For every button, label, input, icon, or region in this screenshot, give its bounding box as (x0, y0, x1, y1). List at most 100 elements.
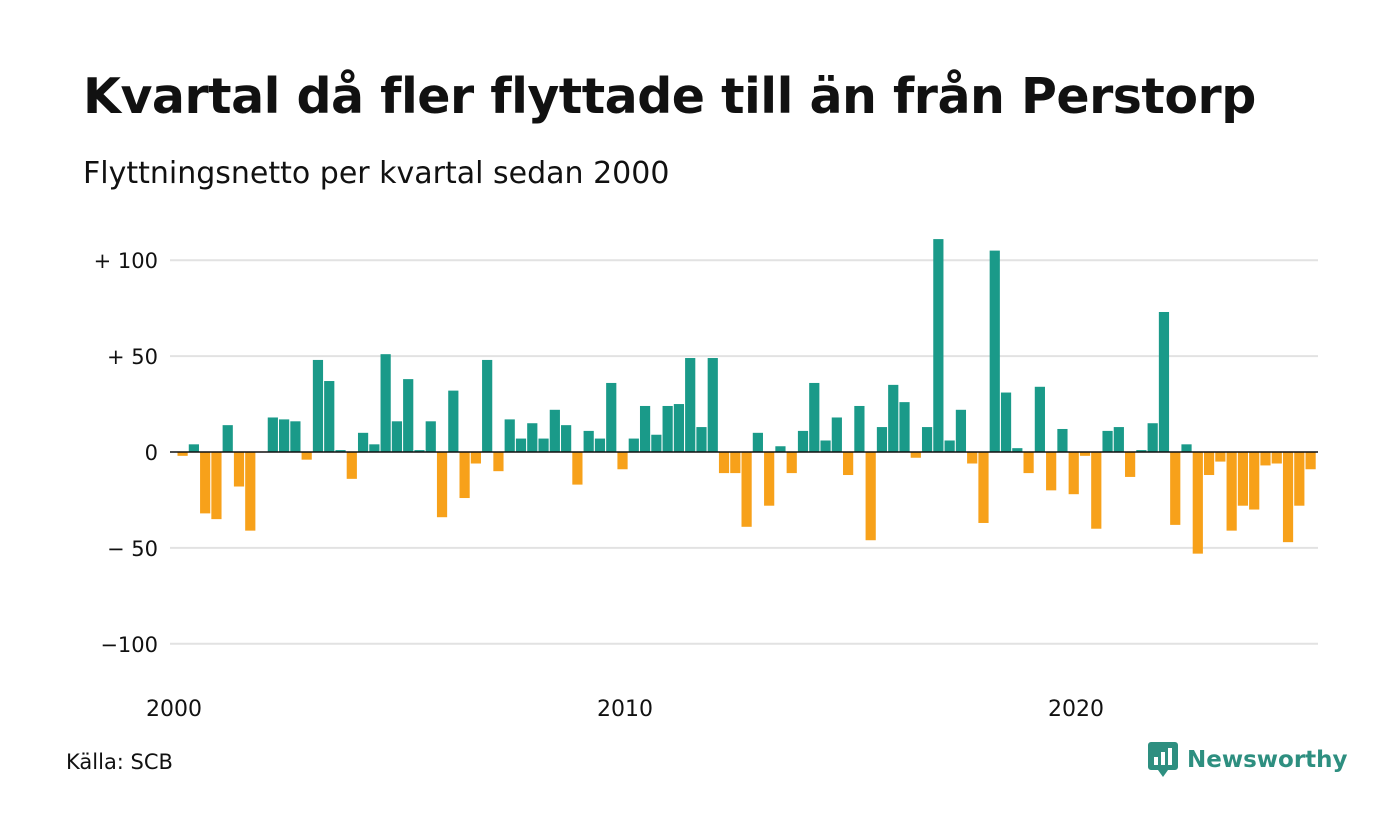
bar-2002-q4[interactable]: 2002 Q4: -4 (301, 452, 312, 460)
bar-2020-q2[interactable]: 2020 Q2: -40 (1091, 452, 1102, 529)
bar-2016-q3[interactable]: 2016 Q3: 13 (921, 427, 933, 452)
bar-2020-q3[interactable]: 2020 Q3: 11 (1102, 430, 1113, 452)
bar-2008-q2[interactable]: 2008 Q2: 22 (549, 409, 560, 452)
bar-2008-q4[interactable]: 2008 Q4: -17 (572, 452, 583, 485)
bar-2009-q4[interactable]: 2009 Q4: -9 (617, 452, 628, 470)
bar-2008-q3[interactable]: 2008 Q3: 14 (561, 425, 572, 452)
bar-2000-q4[interactable]: 2000 Q4: -35 (211, 452, 222, 520)
bar-2013-q1[interactable]: 2013 Q1: -28 (764, 452, 775, 506)
bar-2024-q1[interactable]: 2024 Q1: -7 (1260, 452, 1271, 466)
bar-2016-q1[interactable]: 2016 Q1: 26 (899, 402, 910, 452)
bar-2000-q2[interactable]: 2000 Q2: 4 (188, 444, 199, 452)
bar-2020-q4[interactable]: 2020 Q4: 13 (1113, 427, 1124, 452)
bar-2024-q4[interactable]: 2024 Q4: -28 (1294, 452, 1305, 506)
bar-2002-q2[interactable]: 2002 Q2: 17 (279, 419, 290, 452)
bar-2004-q3[interactable]: 2004 Q3: 51 (380, 354, 391, 452)
bar-2022-q4[interactable]: 2022 Q4: -12 (1203, 452, 1215, 476)
bar-2016-q4[interactable]: 2016 Q4: 111 (933, 239, 944, 452)
bar-2007-q2[interactable]: 2007 Q2: 17 (504, 419, 515, 452)
bar-2009-q1[interactable]: 2009 Q1: 11 (583, 430, 594, 452)
bar-2001-q3[interactable]: 2001 Q3: -41 (245, 452, 256, 531)
bar-2006-q1[interactable]: 2006 Q1: 32 (448, 390, 459, 452)
bar-2015-q2[interactable]: 2015 Q2: -46 (865, 452, 876, 541)
bar-2025-q1[interactable]: 2025 Q1: -9 (1305, 452, 1316, 470)
bar-2004-q1[interactable]: 2004 Q1: 10 (357, 432, 369, 452)
bar-2001-q2[interactable]: 2001 Q2: -18 (233, 452, 245, 487)
bar-2000-q1[interactable]: 2000 Q1: -2 (177, 452, 188, 456)
bar-2014-q4[interactable]: 2014 Q4: -12 (843, 452, 854, 476)
bar-2006-q3[interactable]: 2006 Q3: -6 (470, 452, 481, 464)
bar-2012-q4[interactable]: 2012 Q4: 10 (752, 432, 763, 452)
bar-2019-q4[interactable]: 2019 Q4: -22 (1068, 452, 1079, 495)
bar-2018-q2[interactable]: 2018 Q2: 31 (1000, 392, 1012, 452)
bar-2012-q1[interactable]: 2012 Q1: -11 (718, 452, 730, 474)
bar-2021-q1[interactable]: 2021 Q1: -13 (1125, 452, 1136, 477)
bar-2018-q1[interactable]: 2018 Q1: 105 (989, 250, 1000, 452)
bar-2011-q2[interactable]: 2011 Q2: 49 (685, 358, 696, 452)
bar-2011-q4[interactable]: 2011 Q4: 49 (707, 358, 718, 452)
bar-2015-q3[interactable]: 2015 Q3: 13 (876, 427, 888, 452)
bar-2003-q2[interactable]: 2003 Q2: 37 (324, 381, 335, 452)
bar-2010-q1[interactable]: 2010 Q1: 7 (628, 438, 639, 452)
bar-2019-q3[interactable]: 2019 Q3: 12 (1057, 428, 1068, 452)
bar-2007-q3[interactable]: 2007 Q3: 7 (515, 438, 527, 452)
bar-2017-q1[interactable]: 2017 Q1: 6 (944, 440, 955, 452)
bar-2023-q1[interactable]: 2023 Q1: -5 (1215, 452, 1226, 462)
bar-2022-q3[interactable]: 2022 Q3: -53 (1192, 452, 1203, 554)
bar-2017-q2[interactable]: 2017 Q2: 22 (955, 409, 967, 452)
bar-2015-q4[interactable]: 2015 Q4: 35 (888, 384, 899, 452)
bar-2021-q3[interactable]: 2021 Q3: 15 (1147, 423, 1158, 452)
bar-2014-q2[interactable]: 2014 Q2: 6 (820, 440, 831, 452)
bar-2019-q2[interactable]: 2019 Q2: -20 (1046, 452, 1057, 491)
bar-2012-q3[interactable]: 2012 Q3: -39 (741, 452, 752, 527)
bar-2005-q1[interactable]: 2005 Q1: 38 (403, 379, 414, 452)
bar-2021-q2[interactable]: 2021 Q2: 1 (1136, 450, 1147, 452)
newsworthy-logo[interactable]: Newsworthy (1148, 742, 1348, 778)
bar-2002-q3[interactable]: 2002 Q3: 16 (290, 421, 301, 452)
bar-2013-q3[interactable]: 2013 Q3: -11 (786, 452, 797, 474)
bar-2013-q4[interactable]: 2013 Q4: 11 (797, 430, 809, 452)
bar-2024-q3[interactable]: 2024 Q3: -47 (1282, 452, 1294, 543)
bar-2018-q3[interactable]: 2018 Q3: 2 (1012, 448, 1023, 452)
bar-2012-q2[interactable]: 2012 Q2: -11 (730, 452, 741, 474)
bar-2013-q2[interactable]: 2013 Q2: 3 (775, 446, 786, 452)
bar-2009-q2[interactable]: 2009 Q2: 7 (594, 438, 606, 452)
bar-2005-q4[interactable]: 2005 Q4: -34 (436, 452, 448, 518)
bar-2011-q1[interactable]: 2011 Q1: 25 (673, 404, 685, 452)
bar-2023-q4[interactable]: 2023 Q4: -30 (1249, 452, 1260, 510)
bar-2004-q2[interactable]: 2004 Q2: 4 (369, 444, 380, 452)
bar-2010-q4[interactable]: 2010 Q4: 24 (662, 405, 673, 452)
bar-2024-q2[interactable]: 2024 Q2: -6 (1271, 452, 1282, 464)
bar-2010-q3[interactable]: 2010 Q3: 9 (651, 434, 662, 452)
bar-2008-q1[interactable]: 2008 Q1: 7 (538, 438, 549, 452)
bar-2005-q2[interactable]: 2005 Q2: 1 (414, 450, 425, 452)
bar-2010-q2[interactable]: 2010 Q2: 24 (639, 405, 651, 452)
bar-2009-q3[interactable]: 2009 Q3: 36 (606, 382, 617, 452)
bar-2007-q4[interactable]: 2007 Q4: 15 (527, 423, 538, 452)
bar-2000-q3[interactable]: 2000 Q3: -32 (200, 452, 211, 514)
bar-2017-q4[interactable]: 2017 Q4: -37 (978, 452, 989, 523)
bar-2006-q2[interactable]: 2006 Q2: -24 (459, 452, 470, 499)
bar-2022-q2[interactable]: 2022 Q2: 4 (1181, 444, 1192, 452)
bar-2003-q3[interactable]: 2003 Q3: 1 (335, 450, 346, 452)
bar-2011-q3[interactable]: 2011 Q3: 13 (696, 427, 707, 452)
bar-2023-q2[interactable]: 2023 Q2: -41 (1226, 452, 1237, 531)
bar-2003-q1[interactable]: 2003 Q1: 48 (312, 359, 324, 452)
bar-2019-q1[interactable]: 2019 Q1: 34 (1034, 386, 1045, 452)
bar-2023-q3[interactable]: 2023 Q3: -28 (1237, 452, 1249, 506)
bar-2006-q4[interactable]: 2006 Q4: 48 (482, 359, 493, 452)
bar-2018-q4[interactable]: 2018 Q4: -11 (1023, 452, 1034, 474)
bar-2004-q4[interactable]: 2004 Q4: 16 (391, 421, 403, 452)
bar-2003-q4[interactable]: 2003 Q4: -14 (346, 452, 357, 479)
bar-2015-q1[interactable]: 2015 Q1: 24 (854, 405, 865, 452)
bar-2022-q1[interactable]: 2022 Q1: -38 (1170, 452, 1181, 525)
bar-2021-q4[interactable]: 2021 Q4: 73 (1158, 311, 1170, 452)
bar-2014-q1[interactable]: 2014 Q1: 36 (809, 382, 820, 452)
bar-2020-q1[interactable]: 2020 Q1: -2 (1079, 452, 1091, 456)
bar-2001-q1[interactable]: 2001 Q1: 14 (222, 425, 233, 452)
bar-2017-q3[interactable]: 2017 Q3: -6 (967, 452, 978, 464)
bar-2002-q1[interactable]: 2002 Q1: 18 (267, 417, 278, 452)
bar-2014-q3[interactable]: 2014 Q3: 18 (831, 417, 842, 452)
bar-2005-q3[interactable]: 2005 Q3: 16 (425, 421, 436, 452)
bar-2016-q2[interactable]: 2016 Q2: -3 (910, 452, 921, 458)
